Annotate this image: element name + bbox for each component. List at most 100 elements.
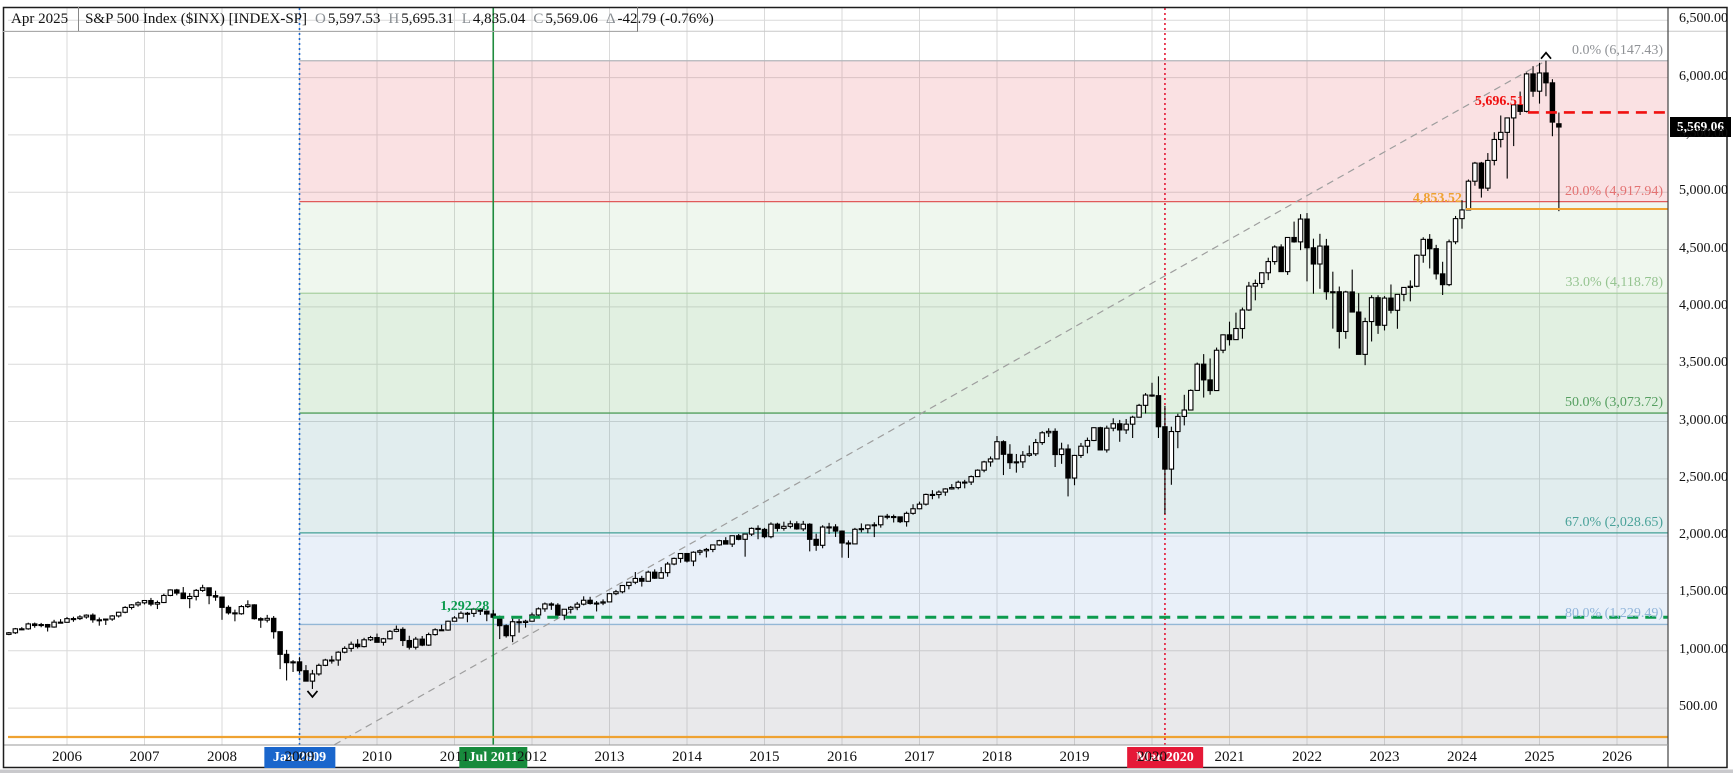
candle [567, 605, 574, 614]
candle-body [910, 508, 916, 514]
candle-body [1478, 162, 1485, 189]
candle-body [1194, 363, 1200, 391]
x-axis-label: 2015 [749, 749, 780, 765]
candle [684, 552, 690, 563]
candle-body [852, 528, 858, 545]
candle [1007, 444, 1013, 469]
candle [1368, 295, 1375, 342]
candle-body [1394, 293, 1401, 311]
candle [1259, 272, 1265, 289]
candle-body [193, 589, 199, 597]
candle-body [923, 493, 929, 505]
candle-body [1084, 439, 1091, 447]
candle-body [574, 603, 580, 608]
candle [981, 460, 987, 473]
candle-body [341, 647, 348, 653]
candle-body [929, 493, 936, 497]
candle [994, 436, 1000, 460]
candle-body [755, 527, 761, 530]
candle [916, 501, 923, 510]
candle-body [1426, 238, 1433, 250]
candle-body [1200, 363, 1207, 381]
candle-body [1246, 285, 1252, 311]
candle [1549, 79, 1556, 137]
x-axis-label: 2010 [362, 749, 392, 765]
candle-body [987, 458, 994, 463]
candle-body [1007, 453, 1013, 464]
candle-body [981, 461, 987, 471]
candle-body [936, 491, 942, 496]
candle-body [186, 595, 193, 600]
candle [877, 515, 884, 528]
candle-body [1104, 427, 1110, 451]
candle-body [1349, 291, 1355, 313]
candle [1078, 442, 1084, 458]
candle [774, 522, 781, 532]
candle-body [31, 623, 38, 627]
candle [1452, 215, 1459, 245]
fib-zone [299, 293, 1668, 414]
candle [445, 620, 451, 631]
candle [593, 601, 600, 612]
candle [690, 551, 697, 567]
candle [1136, 403, 1142, 418]
candle [477, 608, 484, 616]
candle-body [1291, 236, 1297, 243]
candle-body [877, 515, 884, 526]
candle-body [613, 591, 619, 595]
title-period-text: Apr 2025 [11, 10, 69, 27]
candle [1116, 419, 1123, 442]
candle-body [1439, 273, 1446, 286]
candle-body [1181, 409, 1188, 417]
candle-body [1058, 448, 1065, 456]
candle [1039, 431, 1045, 445]
candle-body [813, 538, 819, 546]
candle-body [206, 587, 212, 597]
candle-body [128, 604, 135, 608]
candle [25, 622, 31, 630]
candle [697, 549, 703, 556]
candle [251, 604, 258, 620]
trendline[interactable] [334, 60, 1547, 746]
candle [722, 537, 729, 545]
candle-body [1233, 327, 1239, 341]
candle-body [380, 638, 387, 643]
candle-body [412, 638, 419, 648]
candle-body [871, 524, 878, 527]
candle-body [1407, 285, 1414, 288]
candle-body [651, 571, 658, 579]
change-delta-icon: Δ [605, 10, 616, 27]
candle [412, 636, 419, 650]
candle [303, 665, 309, 682]
candle [367, 635, 374, 642]
candle-body [1368, 297, 1375, 323]
candle-body [1517, 104, 1523, 112]
candle-body [1543, 72, 1549, 84]
candle-body [748, 527, 755, 535]
candle [819, 525, 826, 549]
candle [613, 589, 619, 596]
event-badge-mar-2020[interactable]: Mar 2020 [1127, 747, 1203, 768]
candle-body [348, 643, 354, 649]
candle [974, 469, 981, 478]
candle [626, 581, 632, 590]
fib-level-label: 50.0% (3,073.72) [1565, 395, 1663, 411]
y-axis-label: 2,000.00 [1679, 527, 1728, 543]
candle-body [277, 631, 283, 655]
event-badge-jan-2009[interactable]: Jan 2009 [263, 747, 336, 768]
candle [12, 627, 19, 635]
x-axis-label: 2012 [517, 749, 547, 765]
candle [1388, 284, 1394, 314]
candle [1284, 236, 1291, 275]
candle [1343, 290, 1349, 339]
candle-body [1504, 117, 1510, 133]
candle [1020, 451, 1026, 468]
candle [1362, 317, 1368, 366]
event-badge-jul-2011[interactable]: Jul 2011 [459, 747, 527, 768]
candle [348, 641, 354, 652]
candle [1304, 213, 1310, 282]
gridlines [8, 8, 1668, 745]
candle [1446, 239, 1452, 287]
